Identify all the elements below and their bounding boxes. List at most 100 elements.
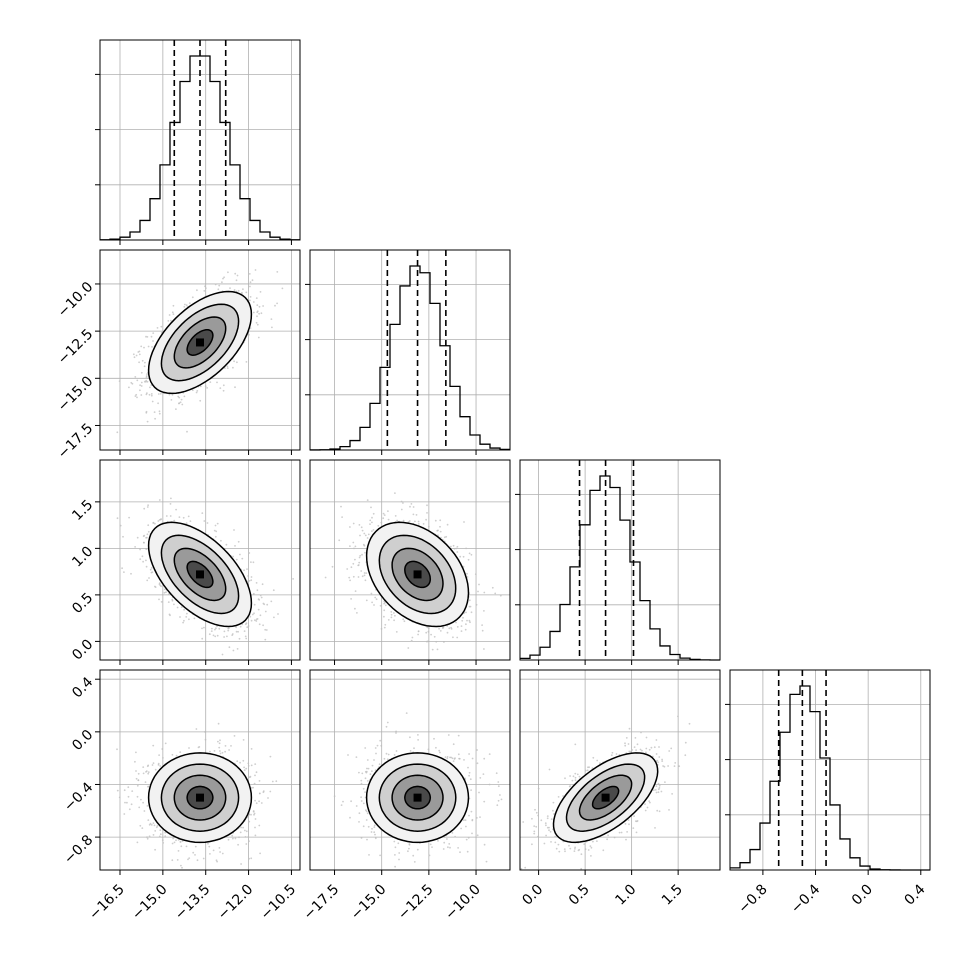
sample-point — [380, 521, 383, 524]
sample-point — [237, 630, 240, 633]
sample-point — [383, 609, 386, 612]
sample-point — [359, 554, 362, 557]
hist-3-frame — [729, 669, 931, 871]
sample-point — [154, 522, 156, 525]
sample-point — [384, 623, 387, 626]
sample-point — [162, 842, 165, 844]
sample-point — [371, 530, 373, 532]
sample-point — [394, 614, 396, 617]
panel-3-0: −0.8−0.40.00.4 — [61, 669, 301, 871]
sample-point — [147, 345, 150, 348]
sample-point — [146, 805, 149, 807]
sample-point — [158, 598, 160, 601]
sample-point — [229, 287, 231, 289]
sample-point — [171, 311, 174, 314]
sample-point — [139, 389, 141, 392]
sample-point — [222, 277, 224, 280]
sample-point — [216, 381, 218, 384]
sample-point — [146, 837, 149, 840]
sample-point — [173, 841, 176, 844]
ytick-label-2-3: 1.5 — [69, 497, 96, 524]
sample-point — [259, 594, 262, 597]
sample-point — [448, 627, 451, 630]
sample-point — [136, 396, 138, 399]
ytick-label-1-3: −10.0 — [55, 279, 97, 321]
sample-point — [210, 630, 213, 632]
sample-point — [469, 605, 472, 608]
sample-point — [187, 515, 190, 518]
sample-point — [455, 547, 458, 550]
sample-point — [354, 590, 357, 592]
sample-point — [491, 586, 494, 589]
sample-point — [206, 387, 209, 389]
panel-2-1 — [309, 459, 511, 661]
sample-point — [453, 547, 456, 550]
sample-point — [371, 521, 373, 524]
sample-point — [232, 366, 234, 369]
sample-point — [217, 722, 220, 725]
sample-point — [266, 603, 269, 606]
sample-point — [141, 827, 144, 829]
sample-point — [201, 637, 204, 640]
sample-point — [130, 572, 132, 575]
sample-point — [143, 507, 146, 510]
sample-point — [134, 760, 136, 763]
sample-point — [360, 570, 363, 572]
sample-point — [168, 393, 171, 396]
sample-point — [350, 598, 352, 600]
sample-point — [222, 384, 225, 387]
sample-point — [140, 385, 143, 387]
sample-point — [465, 547, 467, 550]
sample-point — [154, 417, 157, 420]
sample-point — [365, 572, 368, 574]
sample-point — [214, 535, 217, 538]
sample-point — [221, 751, 224, 754]
sample-point — [255, 297, 258, 299]
sample-point — [470, 611, 473, 614]
sample-point — [377, 524, 380, 527]
sample-point — [181, 403, 184, 406]
sample-point — [178, 396, 181, 399]
sample-point — [363, 532, 366, 535]
sample-point — [468, 619, 471, 622]
sample-point — [259, 614, 262, 617]
sample-point — [459, 555, 462, 558]
sample-point — [371, 601, 373, 604]
sample-point — [219, 387, 222, 389]
sample-point — [264, 638, 267, 641]
sample-point — [219, 739, 221, 742]
sample-point — [221, 281, 223, 284]
sample-point — [150, 571, 153, 574]
sample-point — [276, 271, 279, 273]
sample-point — [427, 525, 430, 528]
sample-point — [219, 750, 221, 752]
sample-point — [349, 545, 351, 547]
sample-point — [393, 612, 395, 614]
sample-point — [205, 287, 207, 289]
sample-point — [237, 289, 240, 292]
sample-point — [204, 285, 206, 288]
sample-point — [438, 627, 440, 630]
sample-point — [140, 345, 143, 348]
sample-point — [145, 379, 148, 382]
sample-point — [118, 796, 121, 799]
sample-point — [150, 567, 153, 569]
sample-point — [204, 738, 207, 741]
sample-point — [249, 296, 252, 298]
sample-point — [244, 635, 247, 638]
sample-point — [161, 748, 164, 750]
sample-point — [160, 325, 163, 328]
hist-3-steps — [730, 685, 930, 871]
sample-point — [154, 768, 157, 771]
sample-point — [134, 546, 137, 548]
sample-point — [265, 629, 268, 631]
sample-point — [216, 634, 219, 637]
sample-point — [228, 646, 231, 649]
sample-point — [256, 315, 258, 318]
sample-point — [256, 618, 259, 620]
sample-point — [176, 859, 179, 861]
sample-point — [359, 534, 361, 537]
sample-point — [252, 301, 255, 303]
sample-point — [499, 594, 502, 597]
panel-1-0: −17.5−15.0−12.5−10.0 — [55, 249, 301, 462]
